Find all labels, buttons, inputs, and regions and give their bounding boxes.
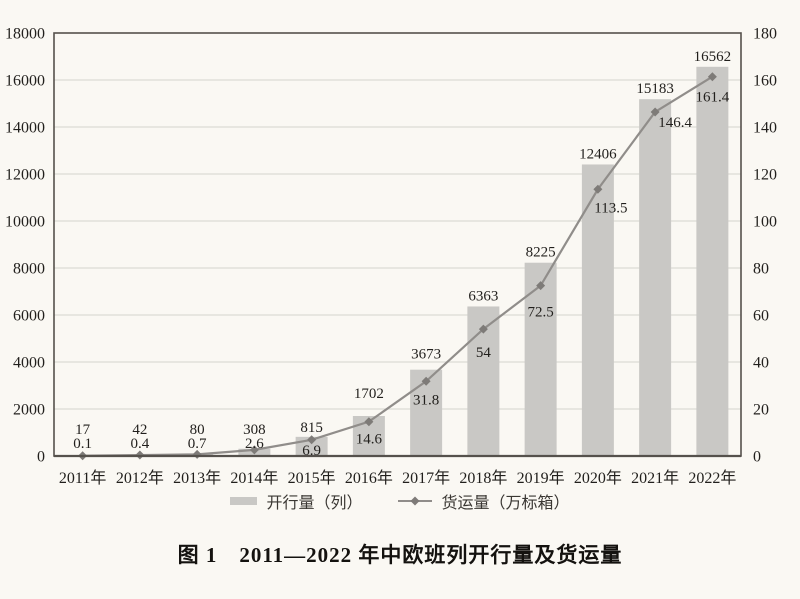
x-axis-label: 2017年 <box>402 469 450 487</box>
bar-value-label: 80 <box>190 422 205 438</box>
y-axis-label-left: 8000 <box>13 261 45 278</box>
y-axis-label-right: 0 <box>753 449 761 466</box>
y-axis-label-left: 12000 <box>5 167 45 184</box>
line-value-label: 146.4 <box>658 115 692 131</box>
bar <box>581 164 614 457</box>
line-series-swatch-icon <box>397 495 433 507</box>
line-value-label: 54 <box>476 345 492 361</box>
line-marker <box>364 417 374 427</box>
y-axis-label-right: 140 <box>753 120 777 137</box>
line-value-label: 161.4 <box>696 90 730 106</box>
bar-value-label: 308 <box>243 422 266 438</box>
bar-value-label: 8225 <box>526 245 556 261</box>
line-marker <box>650 107 660 117</box>
x-axis-label: 2015年 <box>288 469 336 487</box>
figure-caption: 图 1 2011—2022 年中欧班列开行量及货运量 <box>177 543 623 567</box>
x-axis-label: 2014年 <box>230 469 278 487</box>
x-axis-label: 2020年 <box>574 469 622 487</box>
bar <box>639 99 672 457</box>
line-value-label: 2.6 <box>245 436 264 452</box>
y-axis-label-right: 160 <box>753 73 777 90</box>
y-axis-label-left: 4000 <box>13 355 45 372</box>
y-axis-label-right: 120 <box>753 167 777 184</box>
legend-label-bars: 开行量（列） <box>266 495 363 512</box>
x-axis-label: 2012年 <box>116 469 164 487</box>
x-axis-label: 2018年 <box>459 469 507 487</box>
legend-item-line: 货运量（万标箱） <box>397 489 570 513</box>
y-axis-label-left: 16000 <box>5 73 45 90</box>
line-marker <box>593 184 603 194</box>
chart-legend: 开行量（列） 货运量（万标箱） <box>0 489 800 513</box>
line-marker <box>478 324 488 334</box>
chart-plot-area: 0 2000 4000 6000 8000 10000 12000 14000 16000 180… <box>5 26 777 488</box>
bar-value-label: 815 <box>300 420 323 436</box>
y-axis-label-left: 18000 <box>5 26 45 43</box>
x-axis-label: 2011年 <box>59 469 106 487</box>
line-marker <box>536 281 546 291</box>
line-value-label: 14.6 <box>356 432 383 448</box>
line-value-label: 72.5 <box>528 305 554 321</box>
line-value-label: 6.9 <box>302 443 321 459</box>
bar-value-label: 1702 <box>354 386 384 402</box>
line-marker <box>307 435 317 445</box>
bar-value-label: 3673 <box>411 347 441 363</box>
y-axis-label-right: 20 <box>753 402 769 419</box>
x-axis-label: 2022年 <box>688 469 736 487</box>
trend-line <box>82 75 713 457</box>
line-marker <box>249 445 259 455</box>
bar-value-label: 42 <box>132 422 147 438</box>
bar-value-label: 17 <box>75 422 91 438</box>
line-value-label: 0.7 <box>188 436 207 452</box>
line-value-label: 0.1 <box>73 436 92 452</box>
legend-label-line: 货运量（万标箱） <box>441 495 570 512</box>
y-axis-label-left: 6000 <box>13 308 45 325</box>
bar-series-swatch-icon <box>230 497 258 505</box>
y-axis-label-left: 0 <box>37 449 45 466</box>
y-axis-label-right: 100 <box>753 214 777 231</box>
y-axis-label-right: 80 <box>753 261 769 278</box>
bar <box>696 66 729 456</box>
x-axis-label: 2021年 <box>631 469 679 487</box>
line-value-label: 31.8 <box>413 392 439 408</box>
y-axis-label-left: 2000 <box>13 402 45 419</box>
y-axis-label-left: 14000 <box>5 120 45 137</box>
bar <box>524 262 557 456</box>
bar-value-label: 16562 <box>694 49 732 65</box>
y-axis-label-right: 180 <box>753 26 777 43</box>
x-axis-label: 2016年 <box>345 469 393 487</box>
line-marker <box>707 72 717 82</box>
line-marker <box>421 376 431 386</box>
x-axis-label: 2013年 <box>173 469 221 487</box>
bar-value-label: 12406 <box>579 146 617 162</box>
y-axis-label-right: 60 <box>753 308 769 325</box>
y-axis-label-left: 10000 <box>5 214 45 231</box>
bar-value-label: 15183 <box>636 81 674 97</box>
x-axis-label: 2019年 <box>517 469 565 487</box>
legend-item-bars: 开行量（列） <box>230 489 363 513</box>
bar-value-label: 6363 <box>468 288 498 304</box>
y-axis-label-right: 40 <box>753 355 769 372</box>
line-value-label: 113.5 <box>594 200 627 216</box>
line-value-label: 0.4 <box>131 436 150 452</box>
